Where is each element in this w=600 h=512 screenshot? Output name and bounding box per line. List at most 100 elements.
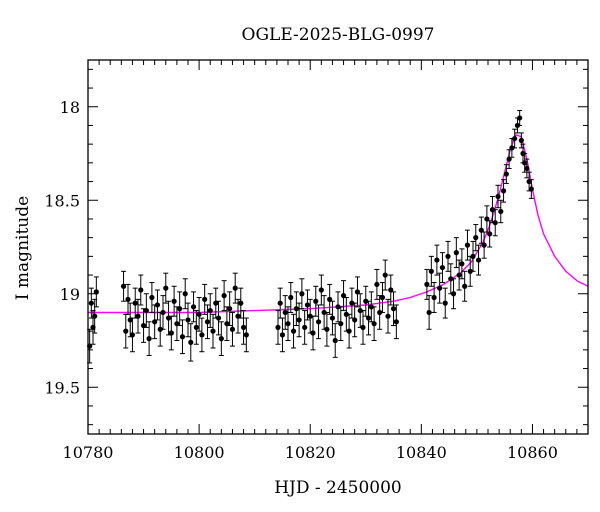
point-marker [462, 283, 468, 289]
point-marker [279, 332, 286, 338]
point-marker [296, 317, 302, 323]
data-point [481, 231, 487, 259]
point-marker [293, 306, 299, 312]
data-point [307, 298, 313, 334]
point-marker [315, 319, 322, 325]
point-marker [377, 309, 383, 316]
data-point [296, 302, 302, 338]
point-marker [275, 324, 281, 331]
point-marker [428, 268, 434, 274]
data-point [374, 268, 380, 300]
point-marker [285, 321, 291, 327]
point-marker [374, 281, 380, 287]
point-marker [371, 321, 377, 327]
point-marker [343, 311, 349, 317]
point-marker [473, 235, 479, 241]
point-marker [185, 317, 191, 323]
point-marker [154, 302, 161, 308]
x-tick-label: 10860 [507, 443, 558, 462]
y-tick-label: 19 [60, 285, 80, 304]
data-point [240, 310, 247, 345]
data-point [168, 315, 174, 351]
data-point [315, 304, 322, 340]
point-marker [431, 294, 437, 301]
x-tick-label: 10780 [63, 443, 114, 462]
point-marker [171, 298, 177, 304]
data-point [282, 295, 288, 330]
point-marker [332, 337, 338, 344]
data-point [338, 306, 344, 341]
point-marker [453, 250, 459, 256]
data-point [279, 317, 286, 353]
point-marker [363, 298, 369, 304]
point-marker [518, 137, 524, 144]
data-point [129, 317, 136, 353]
data-point [140, 308, 147, 343]
point-marker [227, 306, 233, 312]
data-point [495, 184, 501, 209]
data-point [152, 304, 158, 340]
x-axis-label: HJD - 2450000 [274, 478, 402, 498]
data-point [442, 287, 448, 319]
point-marker [393, 319, 399, 325]
data-point [304, 289, 311, 321]
point-marker [310, 330, 316, 336]
data-point [489, 196, 496, 224]
data-point [456, 259, 462, 291]
data-point [313, 285, 319, 317]
point-marker [240, 324, 247, 331]
data-point [388, 274, 394, 306]
point-marker [442, 300, 448, 306]
data-point [318, 274, 324, 306]
point-marker [138, 287, 144, 293]
data-point [193, 310, 199, 345]
point-marker [424, 281, 430, 287]
point-marker [528, 186, 534, 192]
point-marker [495, 193, 501, 200]
data-point [329, 300, 336, 336]
point-marker [382, 272, 388, 278]
point-marker [434, 257, 440, 263]
data-point [218, 321, 224, 356]
point-marker [163, 285, 169, 291]
point-marker [165, 315, 172, 321]
data-point [332, 323, 338, 358]
point-marker [277, 300, 283, 306]
point-marker [360, 324, 366, 331]
data-point [188, 323, 194, 362]
point-marker [459, 261, 465, 267]
point-marker [437, 285, 443, 291]
data-point [243, 317, 249, 353]
point-marker [288, 294, 294, 301]
data-point [437, 272, 443, 304]
point-marker [368, 304, 374, 310]
data-point [470, 240, 476, 272]
data-point [179, 319, 186, 355]
y-tick-label: 18 [60, 98, 80, 117]
data-point [93, 276, 99, 308]
data-point [349, 287, 355, 319]
data-point [445, 240, 451, 272]
point-marker [354, 289, 361, 295]
data-point [459, 248, 465, 280]
point-marker [512, 135, 518, 142]
point-marker [238, 300, 244, 306]
point-marker [388, 287, 394, 293]
data-point [215, 300, 222, 336]
point-marker [489, 207, 496, 213]
point-marker [282, 309, 288, 316]
data-point [174, 306, 180, 341]
data-point [327, 283, 333, 315]
point-marker [215, 315, 222, 321]
point-marker [324, 326, 330, 332]
data-point [500, 179, 507, 203]
data-point [473, 224, 479, 252]
data-point [138, 274, 144, 306]
point-marker [146, 336, 152, 342]
point-marker [448, 276, 454, 282]
data-point [143, 293, 149, 328]
point-marker [299, 291, 305, 297]
point-marker [385, 313, 391, 319]
point-marker [204, 319, 211, 325]
point-marker [157, 326, 163, 332]
